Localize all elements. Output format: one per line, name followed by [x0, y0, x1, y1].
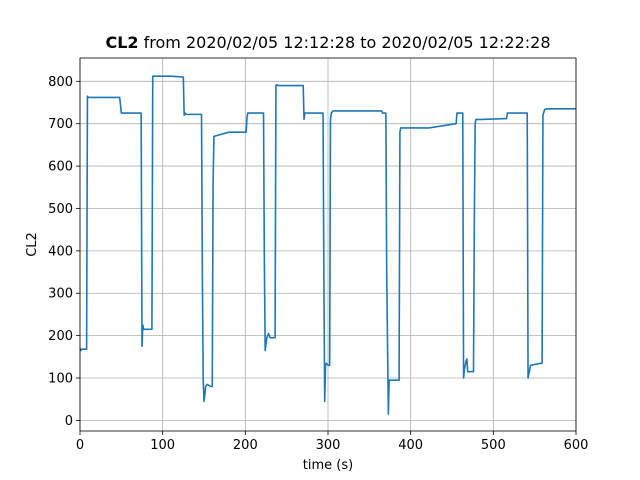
x-tick-label: 200 [233, 438, 258, 453]
y-tick-label: 600 [48, 160, 73, 175]
x-tick-label: 500 [481, 438, 506, 453]
x-tick-label: 300 [316, 438, 341, 453]
y-tick-label: 100 [48, 372, 73, 387]
x-tick-label: 0 [76, 438, 84, 453]
grid-lines [79, 58, 577, 431]
y-axis-label: CL2 [25, 232, 40, 257]
y-tick-label: 500 [48, 202, 73, 217]
x-tick-label: 100 [150, 438, 175, 453]
x-axis-label: time (s) [303, 458, 353, 473]
y-tick-label: 400 [48, 244, 73, 259]
chart-title-rest: from 2020/02/05 12:12:28 to 2020/02/05 1… [139, 33, 551, 52]
chart-title: CL2 from 2020/02/05 12:12:28 to 2020/02/… [105, 33, 550, 52]
chart-title-bold: CL2 [105, 33, 138, 52]
y-tick-label: 700 [48, 117, 73, 132]
y-tick-label: 200 [48, 329, 73, 344]
axis-ticks: 0 100 200 300 400 500 600 0 100 200 300 400 500 600 70… [48, 75, 588, 453]
y-tick-label: 300 [48, 287, 73, 302]
x-tick-label: 400 [398, 438, 423, 453]
series-line-cl2 [79, 75, 576, 415]
x-tick-label: 600 [564, 438, 589, 453]
y-tick-label: 800 [48, 75, 73, 90]
y-tick-label: 0 [65, 414, 73, 429]
